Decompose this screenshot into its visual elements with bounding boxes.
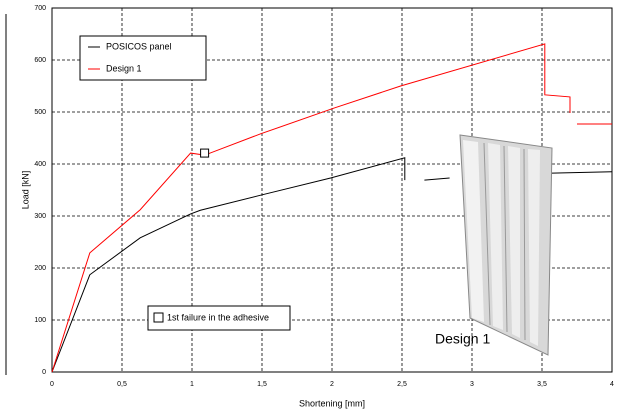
x-tick-label: 2,5 (397, 381, 407, 388)
page: Design 1 1st failure in the adhesive Sho… (0, 0, 621, 412)
y-axis-label: Load [kN] (20, 171, 30, 210)
x-tick-label: 3,5 (537, 381, 547, 388)
x-tick-label: 2 (330, 381, 334, 388)
x-tick-label: 3 (470, 381, 474, 388)
panel-image (460, 135, 552, 355)
y-tick-label: 500 (34, 109, 46, 116)
y-tick-label: 0 (42, 369, 46, 376)
failure-marker (201, 149, 209, 157)
legend-label: POSICOS panel (106, 41, 172, 51)
chart: Design 1 1st failure in the adhesive Sho… (0, 0, 621, 412)
x-tick-label: 1 (190, 381, 194, 388)
y-tick-label: 400 (34, 161, 46, 168)
x-tick-label: 4 (610, 381, 614, 388)
x-tick-label: 0,5 (117, 381, 127, 388)
annotation-text: 1st failure in the adhesive (167, 312, 269, 322)
y-tick-label: 300 (34, 213, 46, 220)
x-tick-label: 1,5 (257, 381, 267, 388)
legend-label: Design 1 (106, 63, 142, 73)
y-tick-label: 100 (34, 317, 46, 324)
x-axis-label: Shortening [mm] (299, 398, 365, 408)
x-tick-label: 0 (50, 381, 54, 388)
image-caption: Design 1 (435, 331, 490, 347)
y-tick-label: 200 (34, 265, 46, 272)
y-tick-label: 700 (34, 5, 46, 12)
y-tick-label: 600 (34, 57, 46, 64)
